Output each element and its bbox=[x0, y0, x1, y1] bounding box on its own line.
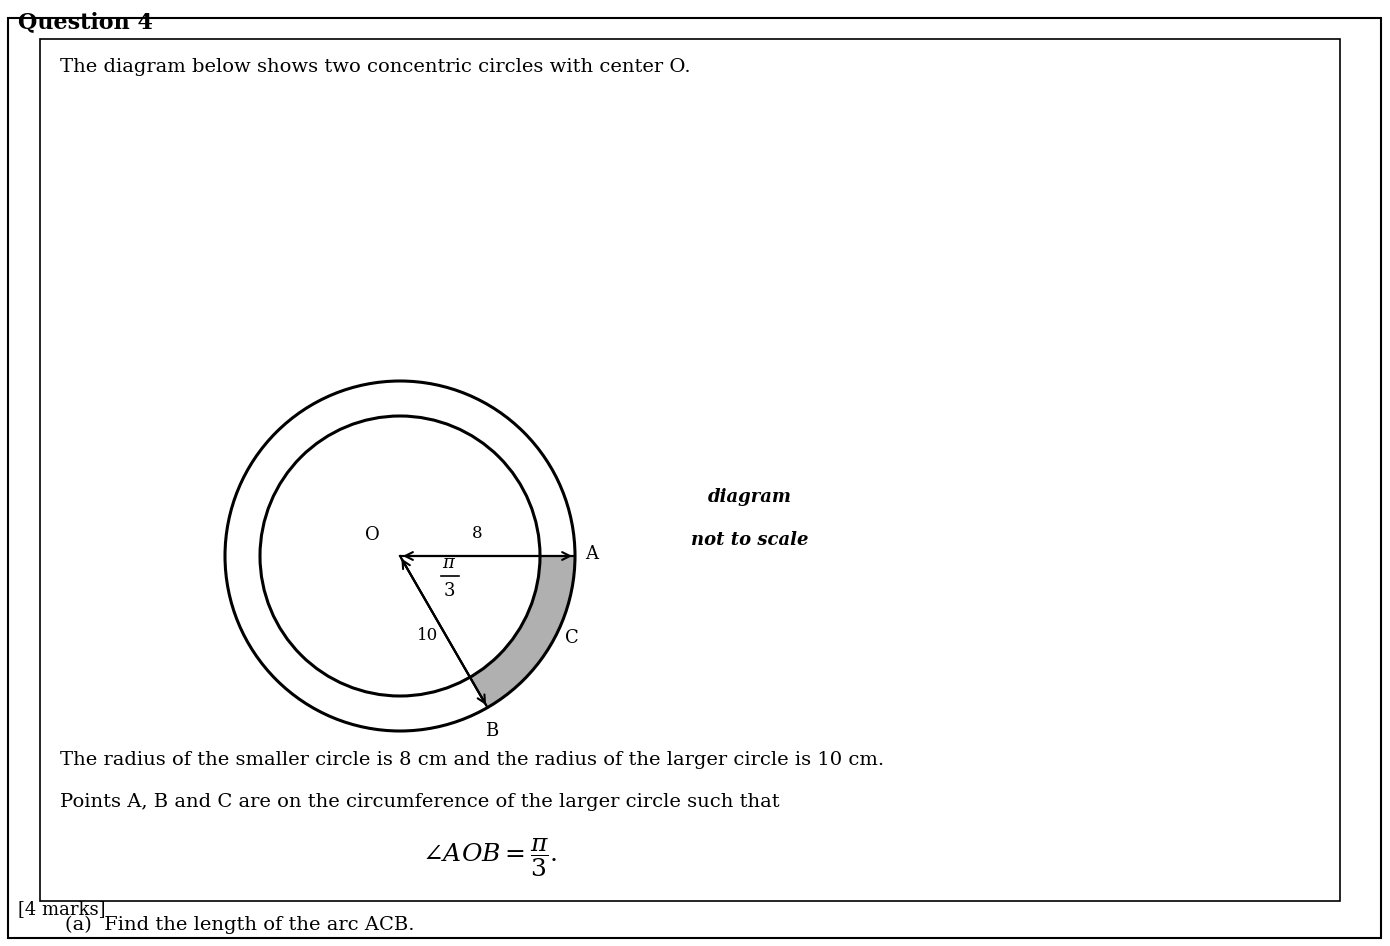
FancyBboxPatch shape bbox=[8, 18, 1382, 938]
Text: $\pi$: $\pi$ bbox=[442, 554, 457, 572]
Text: not to scale: not to scale bbox=[691, 531, 809, 549]
Text: B: B bbox=[485, 722, 498, 740]
Text: The radius of the smaller circle is 8 cm and the radius of the larger circle is : The radius of the smaller circle is 8 cm… bbox=[60, 751, 884, 769]
Text: Points A, B and C are on the circumference of the larger circle such that: Points A, B and C are on the circumferen… bbox=[60, 793, 780, 811]
Text: C: C bbox=[564, 629, 578, 647]
Text: (a)  Find the length of the arc ACB.: (a) Find the length of the arc ACB. bbox=[65, 916, 414, 935]
Text: O: O bbox=[366, 526, 379, 544]
Text: $\angle AOB = \dfrac{\pi}{3}.$: $\angle AOB = \dfrac{\pi}{3}.$ bbox=[423, 836, 557, 880]
Text: 3: 3 bbox=[443, 582, 456, 600]
Text: [4 marks]: [4 marks] bbox=[18, 900, 106, 918]
Wedge shape bbox=[400, 556, 575, 708]
Text: diagram: diagram bbox=[708, 488, 792, 506]
Text: Question 4: Question 4 bbox=[18, 11, 153, 33]
FancyBboxPatch shape bbox=[40, 39, 1340, 901]
Text: A: A bbox=[585, 545, 598, 563]
Text: The diagram below shows two concentric circles with center O.: The diagram below shows two concentric c… bbox=[60, 58, 691, 76]
Wedge shape bbox=[400, 556, 539, 677]
Text: 10: 10 bbox=[417, 627, 438, 644]
Text: 8: 8 bbox=[471, 525, 482, 542]
